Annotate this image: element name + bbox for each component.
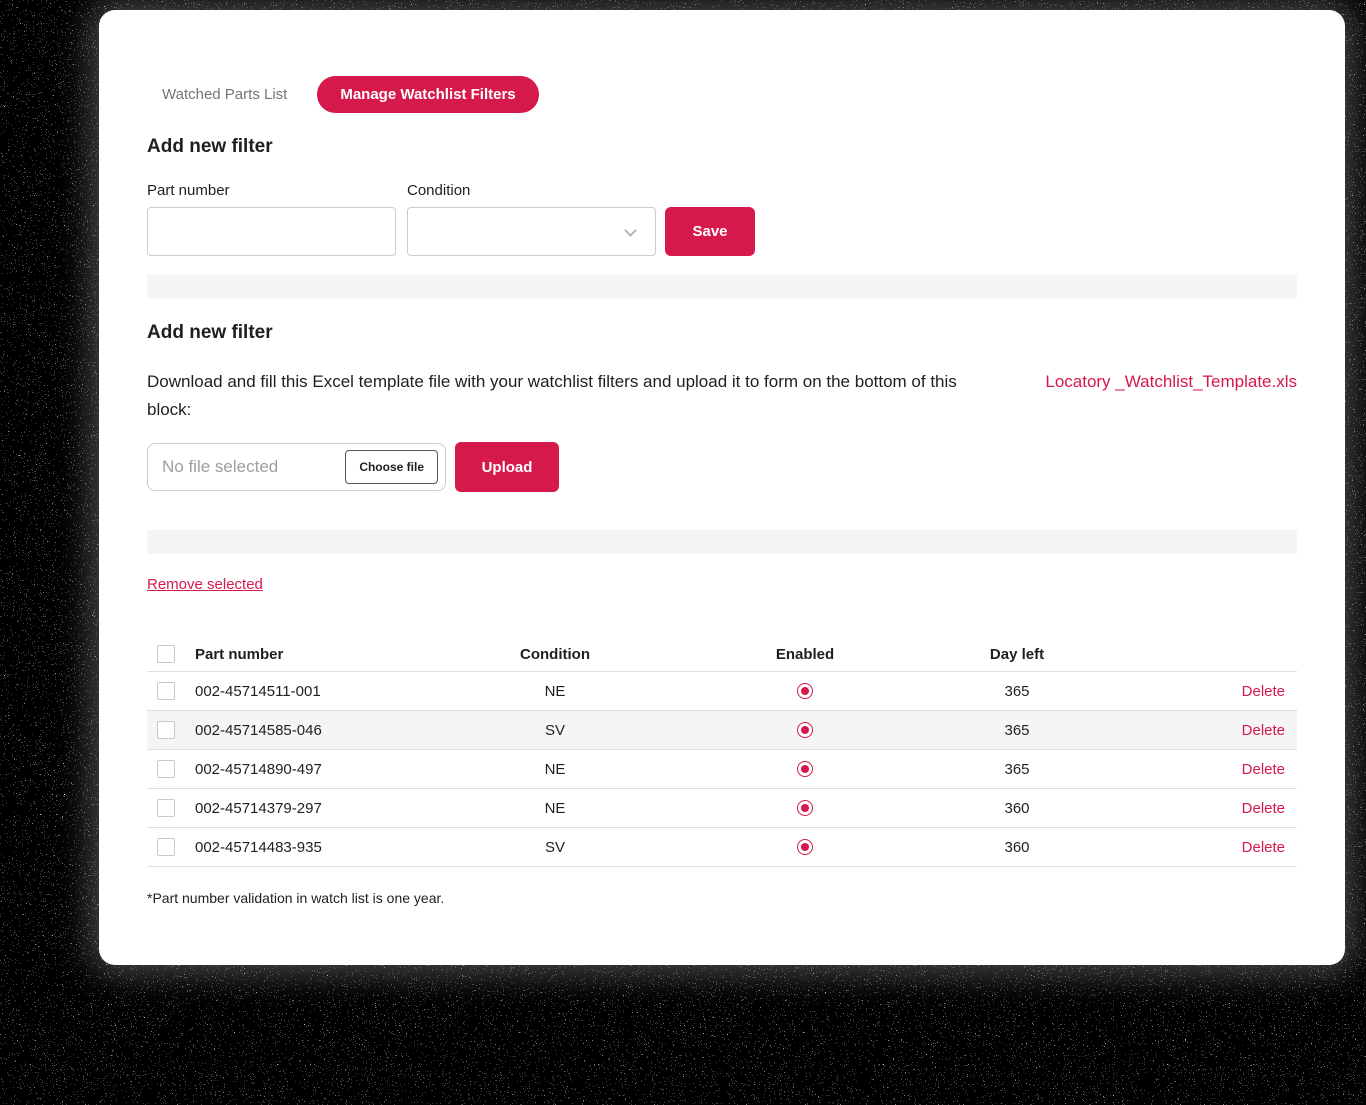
select-all-checkbox[interactable]: [157, 645, 175, 663]
tab-watched-parts-list[interactable]: Watched Parts List: [147, 85, 293, 104]
day-left-cell: 360: [1004, 799, 1030, 817]
watchlist-panel: Watched Parts List Manage Watchlist Filt…: [99, 10, 1345, 965]
add-filter-form: Part number Condition Save: [147, 182, 1297, 256]
upload-filter-title: Add new filter: [147, 322, 273, 343]
enabled-toggle[interactable]: [797, 800, 813, 816]
table-row: 002-45714585-046 SV 365 Delete: [147, 711, 1297, 750]
row-checkbox[interactable]: [157, 682, 175, 700]
part-number-field-group: Part number: [147, 182, 396, 256]
condition-label: Condition: [407, 182, 471, 199]
part-number-cell: 002-45714483-935: [195, 838, 322, 856]
file-placeholder: No file selected: [162, 457, 279, 476]
section-divider: [147, 530, 1297, 554]
watchlist-table: Part number Condition Enabled Day left 0…: [147, 637, 1297, 867]
column-header-condition: Condition: [520, 645, 590, 663]
validation-footnote: *Part number validation in watch list is…: [147, 890, 445, 906]
row-checkbox[interactable]: [157, 838, 175, 856]
template-description: Download and fill this Excel template fi…: [147, 372, 957, 419]
condition-select[interactable]: [407, 207, 656, 256]
part-number-cell: 002-45714890-497: [195, 760, 322, 778]
save-button[interactable]: Save: [665, 207, 755, 256]
day-left-cell: 365: [1004, 721, 1030, 739]
part-number-cell: 002-45714585-046: [195, 721, 322, 739]
table-row: 002-45714379-297 NE 360 Delete: [147, 789, 1297, 828]
condition-field-group: Condition: [407, 182, 656, 256]
enabled-toggle[interactable]: [797, 839, 813, 855]
upload-button[interactable]: Upload: [455, 442, 559, 492]
day-left-cell: 360: [1004, 838, 1030, 856]
template-download-link[interactable]: Locatory _Watchlist_Template.xls: [1045, 372, 1297, 391]
choose-file-button[interactable]: Choose file: [345, 450, 438, 484]
part-number-cell: 002-45714511-001: [195, 682, 321, 700]
day-left-cell: 365: [1004, 760, 1030, 778]
table-body: 002-45714511-001 NE 365 Delete 002-45714…: [147, 672, 1297, 867]
delete-link[interactable]: Delete: [1241, 760, 1285, 778]
file-input[interactable]: No file selected Choose file: [147, 443, 446, 491]
part-number-label: Part number: [147, 182, 230, 199]
column-header-enabled: Enabled: [775, 645, 835, 663]
delete-link[interactable]: Delete: [1241, 682, 1285, 700]
table-header-row: Part number Condition Enabled Day left: [147, 637, 1297, 672]
condition-cell: SV: [544, 838, 565, 856]
template-description-row: Download and fill this Excel template fi…: [147, 368, 1297, 424]
table-row: 002-45714511-001 NE 365 Delete: [147, 672, 1297, 711]
delete-link[interactable]: Delete: [1241, 721, 1285, 739]
enabled-toggle[interactable]: [797, 683, 813, 699]
column-header-day-left: Day left: [989, 645, 1045, 663]
tab-bar: Watched Parts List Manage Watchlist Filt…: [147, 76, 1297, 113]
part-number-input[interactable]: [147, 207, 396, 256]
enabled-toggle[interactable]: [797, 761, 813, 777]
remove-selected-link[interactable]: Remove selected: [147, 576, 263, 593]
tab-manage-watchlist-filters[interactable]: Manage Watchlist Filters: [317, 76, 539, 113]
condition-cell: NE: [544, 799, 566, 817]
table-row: 002-45714890-497 NE 365 Delete: [147, 750, 1297, 789]
row-checkbox[interactable]: [157, 721, 175, 739]
part-number-cell: 002-45714379-297: [195, 799, 322, 817]
row-checkbox[interactable]: [157, 760, 175, 778]
row-checkbox[interactable]: [157, 799, 175, 817]
condition-cell: NE: [544, 682, 566, 700]
delete-link[interactable]: Delete: [1241, 838, 1285, 856]
section-divider: [147, 275, 1297, 299]
upload-row: No file selected Choose file Upload: [147, 442, 1297, 492]
day-left-cell: 365: [1004, 682, 1030, 700]
condition-cell: SV: [544, 721, 565, 739]
condition-cell: NE: [544, 760, 566, 778]
table-row: 002-45714483-935 SV 360 Delete: [147, 828, 1297, 867]
enabled-toggle[interactable]: [797, 722, 813, 738]
chevron-down-icon: [624, 224, 637, 237]
column-header-part-number: Part number: [195, 645, 284, 663]
delete-link[interactable]: Delete: [1241, 799, 1285, 817]
add-filter-title: Add new filter: [147, 136, 273, 157]
